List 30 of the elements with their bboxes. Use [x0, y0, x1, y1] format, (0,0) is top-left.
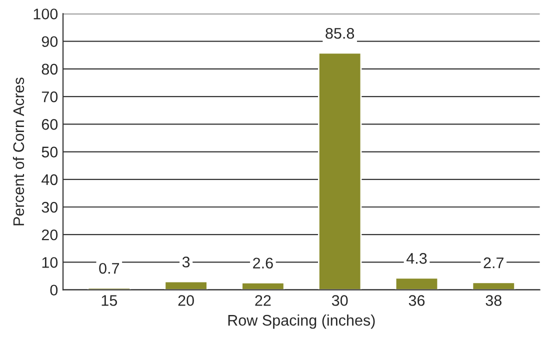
y-tick-label: 30 [42, 202, 58, 213]
y-tick-label: 90 [42, 36, 58, 48]
data-label: 3 [182, 256, 190, 268]
y-tick-label: 80 [42, 64, 58, 75]
data-label: 4.3 [406, 253, 427, 264]
bar [394, 277, 439, 290]
data-label: 85.8 [326, 28, 354, 39]
bar [318, 52, 362, 290]
x-tick-label: 15 [102, 295, 118, 306]
data-label: 2.6 [253, 258, 273, 269]
bar [164, 280, 208, 290]
x-tick-label: 36 [408, 295, 425, 306]
x-tick-label: 30 [332, 295, 348, 306]
y-tick-label: 60 [42, 119, 58, 130]
x-tick-label: 38 [486, 295, 502, 306]
x-axis-title: Row Spacing (inches) [228, 314, 375, 329]
y-axis-title: Percent of Corn Acres [12, 78, 24, 226]
bar [472, 282, 516, 290]
y-tick-label: 0 [50, 284, 58, 296]
data-label: 2.7 [484, 257, 504, 268]
data-label: 0.7 [99, 262, 120, 274]
y-tick-label: 40 [42, 174, 58, 186]
y-tick-label: 70 [42, 91, 58, 102]
x-tick-label: 20 [178, 295, 194, 306]
y-tick-label: 10 [42, 257, 58, 268]
y-tick-label: 100 [34, 8, 58, 20]
y-tick-label: 20 [42, 229, 58, 240]
y-tick-label: 50 [42, 146, 58, 158]
x-tick-label: 22 [255, 295, 271, 306]
bar [241, 282, 285, 290]
